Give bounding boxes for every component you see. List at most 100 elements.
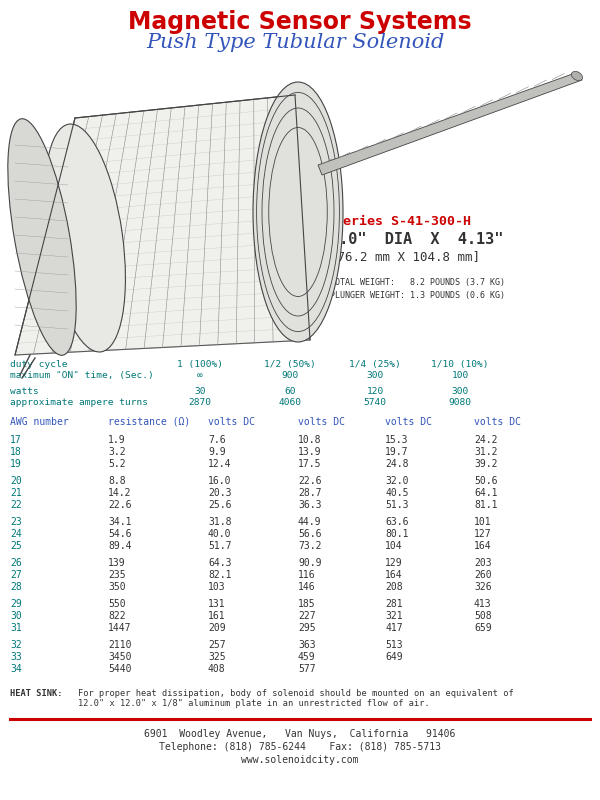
Text: 1 (100%): 1 (100%): [177, 360, 223, 369]
Text: approximate ampere turns: approximate ampere turns: [10, 398, 148, 407]
Text: 321: 321: [385, 611, 403, 621]
Text: 3.0"  DIA  X  4.13": 3.0" DIA X 4.13": [330, 232, 503, 247]
Text: 25: 25: [10, 541, 22, 551]
Text: duty cycle: duty cycle: [10, 360, 67, 369]
Text: 164: 164: [385, 570, 403, 580]
Text: 26: 26: [10, 558, 22, 568]
Text: 22: 22: [10, 500, 22, 510]
Text: 17: 17: [10, 435, 22, 445]
Text: 39.2: 39.2: [474, 459, 497, 469]
Text: 60: 60: [284, 387, 296, 396]
Text: 50.6: 50.6: [474, 476, 497, 486]
Text: 459: 459: [298, 652, 316, 662]
Ellipse shape: [253, 82, 343, 342]
Text: 9080: 9080: [449, 398, 472, 407]
Text: Magnetic Sensor Systems: Magnetic Sensor Systems: [128, 10, 472, 34]
Text: watts: watts: [10, 387, 39, 396]
Text: 5.2: 5.2: [108, 459, 125, 469]
Text: 19.7: 19.7: [385, 447, 409, 457]
Text: 325: 325: [208, 652, 226, 662]
Text: 24.8: 24.8: [385, 459, 409, 469]
Text: 208: 208: [385, 582, 403, 592]
Text: 129: 129: [385, 558, 403, 568]
Text: 417: 417: [385, 623, 403, 633]
Text: 24: 24: [10, 529, 22, 539]
Text: 54.6: 54.6: [108, 529, 131, 539]
Text: 12.4: 12.4: [208, 459, 232, 469]
Text: 164: 164: [474, 541, 491, 551]
Text: 146: 146: [298, 582, 316, 592]
Text: 281: 281: [385, 599, 403, 609]
Text: volts DC: volts DC: [385, 417, 432, 427]
Text: 120: 120: [367, 387, 383, 396]
Text: 300: 300: [451, 387, 469, 396]
Polygon shape: [318, 72, 582, 175]
Text: 63.6: 63.6: [385, 517, 409, 527]
Text: 31.8: 31.8: [208, 517, 232, 527]
Text: 235: 235: [108, 570, 125, 580]
Text: Telephone: (818) 785-6244    Fax: (818) 785-5713: Telephone: (818) 785-6244 Fax: (818) 785…: [159, 742, 441, 752]
Text: 7.6: 7.6: [208, 435, 226, 445]
Text: 22.6: 22.6: [298, 476, 322, 486]
Text: 227: 227: [298, 611, 316, 621]
Text: 32: 32: [10, 640, 22, 650]
Text: 116: 116: [298, 570, 316, 580]
Text: 17.5: 17.5: [298, 459, 322, 469]
Text: 363: 363: [298, 640, 316, 650]
Text: 34: 34: [10, 664, 22, 674]
Text: 103: 103: [208, 582, 226, 592]
Text: 413: 413: [474, 599, 491, 609]
Text: 209: 209: [208, 623, 226, 633]
Text: 659: 659: [474, 623, 491, 633]
Text: [76.2 mm X 104.8 mm]: [76.2 mm X 104.8 mm]: [330, 250, 480, 263]
Text: 513: 513: [385, 640, 403, 650]
Text: 40.5: 40.5: [385, 488, 409, 498]
Text: 31.2: 31.2: [474, 447, 497, 457]
Ellipse shape: [44, 124, 125, 352]
Text: 8.8: 8.8: [108, 476, 125, 486]
Text: 2110: 2110: [108, 640, 131, 650]
Text: 127: 127: [474, 529, 491, 539]
Text: resistance (Ω): resistance (Ω): [108, 417, 190, 427]
Text: 550: 550: [108, 599, 125, 609]
Text: www.solenoidcity.com: www.solenoidcity.com: [241, 755, 359, 765]
Text: 15.3: 15.3: [385, 435, 409, 445]
Text: 203: 203: [474, 558, 491, 568]
Text: 257: 257: [208, 640, 226, 650]
Text: 185: 185: [298, 599, 316, 609]
Text: 260: 260: [474, 570, 491, 580]
Text: 90.9: 90.9: [298, 558, 322, 568]
Text: 33: 33: [10, 652, 22, 662]
Text: 28: 28: [10, 582, 22, 592]
Text: 508: 508: [474, 611, 491, 621]
Text: 23: 23: [10, 517, 22, 527]
Text: 51.7: 51.7: [208, 541, 232, 551]
Text: Series S-41-300-H: Series S-41-300-H: [335, 215, 471, 228]
Text: 13.9: 13.9: [298, 447, 322, 457]
Text: 82.1: 82.1: [208, 570, 232, 580]
Text: 21: 21: [10, 488, 22, 498]
Text: 1447: 1447: [108, 623, 131, 633]
Text: 44.9: 44.9: [298, 517, 322, 527]
Text: 5440: 5440: [108, 664, 131, 674]
Ellipse shape: [8, 118, 76, 355]
Text: 408: 408: [208, 664, 226, 674]
Text: 24.2: 24.2: [474, 435, 497, 445]
Text: 16.0: 16.0: [208, 476, 232, 486]
Text: 900: 900: [281, 371, 299, 380]
Ellipse shape: [571, 71, 583, 81]
Text: 30: 30: [10, 611, 22, 621]
Text: 6901  Woodley Avenue,   Van Nuys,  California   91406: 6901 Woodley Avenue, Van Nuys, Californi…: [145, 729, 455, 739]
Text: 40.0: 40.0: [208, 529, 232, 539]
Text: 10.8: 10.8: [298, 435, 322, 445]
Text: 64.3: 64.3: [208, 558, 232, 568]
Text: 649: 649: [385, 652, 403, 662]
Text: 161: 161: [208, 611, 226, 621]
Text: Push Type Tubular Solenoid: Push Type Tubular Solenoid: [146, 33, 444, 52]
Text: 295: 295: [298, 623, 316, 633]
Text: 28.7: 28.7: [298, 488, 322, 498]
Text: 34.1: 34.1: [108, 517, 131, 527]
Text: 89.4: 89.4: [108, 541, 131, 551]
Text: AWG number: AWG number: [10, 417, 69, 427]
Polygon shape: [15, 95, 310, 355]
